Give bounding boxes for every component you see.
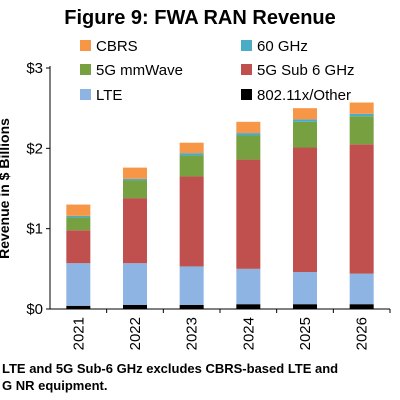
bar-segment <box>236 135 261 160</box>
bar-segment <box>179 142 204 154</box>
legend-swatch <box>80 89 91 100</box>
bar-segment <box>123 198 147 264</box>
x-tick-label: 2023 <box>184 317 201 350</box>
bar-segment <box>123 180 147 199</box>
bar-segment <box>293 272 317 305</box>
bar-segment <box>66 204 91 216</box>
bar-segment <box>123 178 147 181</box>
bar-segment <box>236 133 261 136</box>
y-tick-label: $2 <box>26 140 43 157</box>
x-tick-label: 2025 <box>297 317 314 350</box>
bar-segment <box>293 119 317 122</box>
y-tick-label: $1 <box>26 221 43 238</box>
x-tick-label: 2026 <box>354 317 371 350</box>
chart-title: Figure 9: FWA RAN Revenue <box>64 7 336 29</box>
legend-label: 5G Sub 6 GHz <box>257 62 355 79</box>
y-tick-label: $0 <box>26 301 43 318</box>
x-tick-label: 2022 <box>127 317 144 350</box>
y-tick-label: $3 <box>26 60 43 77</box>
legend-swatch <box>80 40 91 51</box>
legend-label: 802.11x/Other <box>257 87 351 104</box>
bar-segment <box>293 147 317 273</box>
x-tick-label: 2021 <box>70 317 87 350</box>
bar-segment <box>293 108 317 120</box>
bar-segment <box>349 144 374 274</box>
bar-segment <box>66 263 91 306</box>
x-tick-label: 2024 <box>240 317 257 350</box>
bar-segment <box>349 116 374 145</box>
bar-segment <box>179 176 204 267</box>
bar-segment <box>123 167 147 179</box>
bar-segment <box>66 230 91 264</box>
legend-swatch <box>241 64 252 75</box>
bar-segment <box>293 304 317 309</box>
bar-segment <box>179 266 204 305</box>
y-axis-title: Revenue in $ Billions <box>0 118 12 259</box>
bar-segment <box>349 113 374 117</box>
bar-segment <box>349 273 374 305</box>
chart-plot: CBRS 60 GHz 5G mmWave 5G Sub 6 GHz LTE 802.11… <box>0 38 391 350</box>
legend-label: 60 GHz <box>257 38 308 55</box>
bar-segment <box>236 304 261 309</box>
bar-segment <box>179 155 204 177</box>
bar-segment <box>293 121 317 148</box>
bar-segment <box>179 304 204 309</box>
bar-segment <box>66 217 91 231</box>
bar-segment <box>349 102 374 114</box>
bar-segment <box>179 153 204 156</box>
chart-footnote: LTE and 5G Sub-6 GHz excludes CBRS-based… <box>2 361 339 393</box>
legend-label: CBRS <box>96 38 138 55</box>
bar-segment <box>236 268 261 305</box>
bar-segment <box>349 304 374 309</box>
legend-label: LTE <box>96 87 122 104</box>
legend-swatch <box>241 40 252 51</box>
legend-label: 5G mmWave <box>96 62 183 79</box>
bar-segment <box>236 121 261 134</box>
bar-segment <box>123 263 147 305</box>
bar-segment <box>66 215 91 218</box>
bar-segment <box>236 159 261 269</box>
legend-swatch <box>241 89 252 100</box>
legend-swatch <box>80 64 91 75</box>
bar-segment <box>123 304 147 309</box>
bar-segment <box>66 305 91 309</box>
